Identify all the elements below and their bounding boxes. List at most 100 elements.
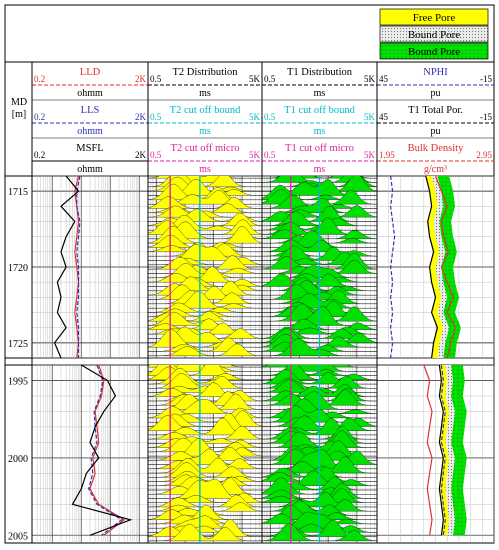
- track4-curve-0-min: 45: [379, 74, 389, 84]
- track3-curve-1-max: 5K: [364, 112, 376, 122]
- track2-curve-2-min: 0.5: [150, 150, 162, 160]
- legend-free-pore-swatch: [379, 8, 489, 26]
- track1-curve-1-name: LLS: [81, 105, 100, 116]
- track2-curve-1-max: 5K: [249, 112, 261, 122]
- track4-curve-1-name: T1 Total Por.: [408, 105, 463, 116]
- track1-curve-2-max: 2K: [135, 150, 147, 160]
- section-2: 1995 2000 2005: [8, 364, 495, 543]
- track2-curve-0-unit: ms: [199, 88, 211, 99]
- track3-curve-2-max: 5K: [364, 150, 376, 160]
- sec1-t2-spectrum-41: [147, 343, 263, 357]
- track1-curve-0-unit: ohmm: [77, 88, 103, 99]
- track3-curve-2-name: T1 cut off micro: [285, 143, 354, 154]
- track2-curve-1-name: T2 cut off bound: [170, 105, 241, 116]
- sec1-t4-free-pore-fill: [425, 176, 444, 358]
- track2-curve-1-min: 0.5: [150, 112, 162, 122]
- track1-curve-1-unit: ohmm: [77, 126, 103, 137]
- sec2-t2-spectrum-40: [147, 519, 263, 537]
- track4-curve-0-unit: pu: [431, 88, 441, 99]
- track3-curve-1-unit: ms: [314, 126, 326, 137]
- sec1-t2-spectrum-28: [148, 284, 262, 300]
- sec2-t2-spectrum-26: [147, 462, 263, 478]
- sec1-t2-spectrum-5: [147, 183, 263, 201]
- pore-legend: Free Pore Bound Pore Bound Pore: [379, 8, 489, 60]
- track3-curve-0-name: T1 Distribution: [287, 67, 353, 78]
- sec2-curve-lld: [89, 365, 126, 536]
- track2-curve-1-unit: ms: [199, 126, 211, 137]
- legend-free-pore-label: Free Pore: [413, 12, 456, 24]
- sec1-t2-spectrum-30: [147, 291, 263, 309]
- sec2-depth-tick-1: 2000: [8, 454, 28, 465]
- legend-capillary-bound-swatch: [379, 42, 489, 60]
- sec2-curve-t1-total-por-: [438, 365, 444, 536]
- sec1-t2-spectrum-39: [147, 329, 263, 348]
- track-borders: [31, 62, 378, 543]
- sec2-depth-tick-0: 1995: [8, 376, 28, 387]
- sec1-depth-tick-2: 1725: [8, 339, 28, 350]
- sec2-t2-spectrum-25: [147, 457, 263, 474]
- sec1-t2-spectrum-22: [148, 265, 263, 274]
- sec1-depth-tick-1: 1720: [8, 263, 28, 274]
- sec2-t2-spectrum-15: [147, 412, 263, 431]
- track4-curve-1-min: 45: [379, 112, 389, 122]
- md-label: MD: [11, 97, 27, 108]
- legend-capillary-bound-label: Bound Pore: [408, 46, 460, 58]
- sec1-t2-spectrum-35: [147, 318, 263, 331]
- track4-curve-2-max: 2.95: [476, 150, 492, 160]
- sec1-curve-t1-total-por-: [425, 176, 439, 358]
- track4-curve-1-max: -15: [480, 112, 492, 122]
- sec1-curve-bulk-density: [434, 176, 457, 358]
- log-header: MD [m] LLD 0.2 2K ohmm LLS 0.2 2K ohmm MSFL 0.2 2K…: [5, 67, 494, 177]
- track1-curve-0-min: 0.2: [34, 74, 45, 84]
- sec2-t2-spectrum-17: [147, 425, 263, 440]
- sec1-curve-nphi: [389, 176, 396, 358]
- header-tracks: LLD 0.2 2K ohmm LLS 0.2 2K ohmm MSFL 0.2 2K ohmm T2 …: [32, 67, 494, 177]
- sec2-depth-tick-2: 2005: [8, 531, 28, 542]
- sec2-t2-spectrum-41: [147, 523, 263, 542]
- track3-curve-2-unit: ms: [314, 164, 326, 175]
- track3-curve-1-min: 0.5: [264, 112, 276, 122]
- track1-curve-2-name: MSFL: [76, 143, 103, 154]
- track4-curve-2-min: 1.95: [379, 150, 395, 160]
- sec1-curve-msfl: [53, 176, 80, 358]
- track2-curve-0-max: 5K: [249, 74, 261, 84]
- track3-curve-0-max: 5K: [364, 74, 376, 84]
- track4-curve-0-name: NPHI: [423, 67, 448, 78]
- track1-curve-0-name: LLD: [80, 67, 101, 78]
- sec2-curve-bulk-density: [423, 365, 433, 536]
- track4-curve-2-name: Bulk Density: [408, 143, 464, 154]
- track2-curve-0-min: 0.5: [150, 74, 162, 84]
- legend-clay-bound-label: Bound Pore: [408, 29, 460, 41]
- track3-curve-2-min: 0.5: [264, 150, 276, 160]
- track2-curve-2-unit: ms: [199, 164, 211, 175]
- track4-curve-1-unit: pu: [431, 126, 441, 137]
- track1-curve-2-min: 0.2: [34, 150, 45, 160]
- track3-curve-0-min: 0.5: [264, 74, 276, 84]
- sec2-curve-lls: [88, 365, 123, 536]
- track1-curve-1-min: 0.2: [34, 112, 45, 122]
- sec2-curve-nphi: [440, 365, 446, 536]
- section-2-tracks: 1995 2000 2005: [8, 364, 495, 543]
- md-unit: [m]: [12, 109, 26, 120]
- track3-curve-0-unit: ms: [314, 88, 326, 99]
- track4-curve-0-max: -15: [480, 74, 492, 84]
- track3-curve-1-name: T1 cut off bound: [284, 105, 355, 116]
- sec1-t2-spectrum-21: [147, 255, 263, 270]
- track2-curve-2-max: 5K: [249, 150, 261, 160]
- section-1-tracks: 1715 1720 1725: [8, 175, 495, 359]
- track1-curve-2-unit: ohmm: [77, 164, 103, 175]
- legend-clay-bound-swatch: [379, 25, 489, 43]
- sec1-curve-lls: [76, 176, 81, 358]
- sec2-curve-msfl: [71, 365, 133, 536]
- sec2-t2-spectrum-36: [147, 504, 263, 520]
- track2-curve-0-name: T2 Distribution: [172, 67, 238, 78]
- sec1-depth-tick-0: 1715: [8, 187, 28, 198]
- sec1-t2-spectrum-7: [147, 196, 262, 209]
- sec1-t2-spectrum-9: [147, 205, 263, 218]
- track2-curve-2-name: T2 cut off micro: [171, 143, 240, 154]
- section-1: 1715 1720 1725: [5, 175, 495, 359]
- track1-curve-0-max: 2K: [135, 74, 147, 84]
- track4-curve-2-unit: g/cm³: [424, 164, 447, 175]
- track1-curve-1-max: 2K: [135, 112, 147, 122]
